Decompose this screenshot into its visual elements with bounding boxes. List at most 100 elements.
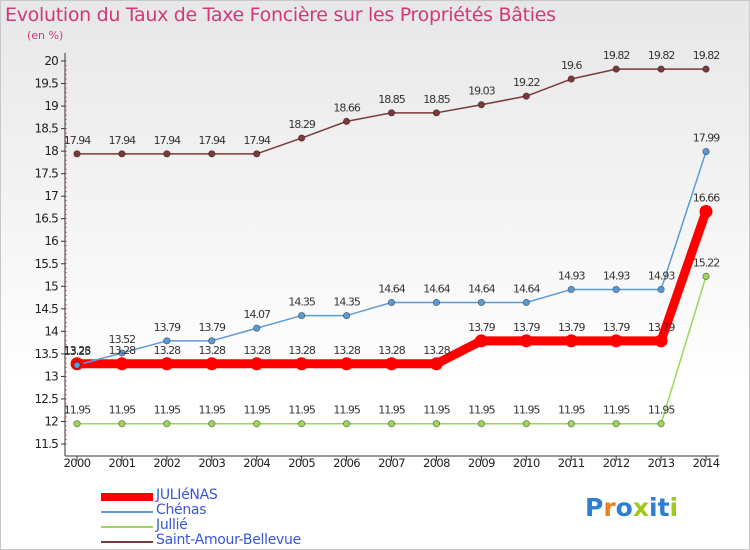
y-tick-label: 14.5	[34, 302, 58, 316]
data-point-chenas	[432, 298, 441, 307]
y-tick-label: 18.5	[34, 122, 58, 136]
data-point-chenas	[612, 285, 620, 294]
data-label-saint-amour-bellevue: 19.82	[648, 49, 675, 62]
data-point-jullie	[522, 420, 530, 428]
data-point-julienas	[205, 357, 219, 371]
data-point-julienas	[609, 334, 623, 348]
data-label-chenas: 14.93	[558, 269, 585, 282]
data-point-saint-amour-bellevue	[657, 65, 665, 73]
data-label-chenas: 14.64	[423, 283, 450, 296]
x-tick-label: 2012	[603, 456, 630, 470]
data-label-saint-amour-bellevue: 18.85	[378, 93, 405, 106]
logo-letter: i	[649, 493, 658, 522]
data-point-saint-amour-bellevue	[567, 75, 575, 83]
data-point-jullie	[612, 420, 620, 428]
x-tick-label: 2010	[513, 456, 540, 470]
data-label-chenas: 14.93	[648, 269, 675, 282]
data-label-jullie: 11.95	[468, 404, 495, 417]
data-label-julienas: 13.28	[288, 344, 315, 357]
x-tick-label: 2002	[153, 456, 180, 470]
data-label-jullie: 11.95	[154, 404, 181, 417]
data-point-saint-amour-bellevue	[702, 65, 710, 73]
data-point-chenas	[208, 337, 216, 345]
logo-letter: i	[669, 493, 679, 522]
y-tick-label: 20	[44, 54, 58, 68]
data-point-saint-amour-bellevue	[298, 134, 306, 142]
data-label-saint-amour-bellevue: 18.66	[333, 101, 360, 114]
data-point-jullie	[477, 420, 485, 428]
data-point-julienas	[295, 357, 309, 371]
data-label-jullie: 11.95	[603, 404, 630, 417]
data-point-jullie	[387, 420, 396, 428]
data-label-julienas: 16.66	[693, 191, 720, 204]
legend-label-saint-amour-bellevue: Saint-Amour-Bellevue	[156, 532, 301, 548]
y-tick-label: 13	[44, 369, 58, 383]
data-point-julienas	[115, 357, 129, 371]
data-point-jullie	[657, 420, 665, 428]
data-point-saint-amour-bellevue	[253, 150, 261, 158]
data-label-saint-amour-bellevue: 19.6	[561, 59, 582, 72]
data-label-chenas: 14.93	[603, 269, 630, 282]
data-label-chenas: 14.64	[378, 283, 405, 296]
data-label-jullie: 11.95	[109, 404, 136, 417]
data-point-saint-amour-bellevue	[432, 109, 441, 117]
data-label-julienas: 13.79	[648, 321, 675, 334]
data-label-saint-amour-bellevue: 18.85	[423, 93, 450, 106]
data-point-jullie	[702, 272, 710, 280]
x-tick-label: 2011	[558, 456, 585, 470]
data-point-saint-amour-bellevue	[612, 65, 620, 73]
data-point-saint-amour-bellevue	[73, 150, 81, 158]
data-label-chenas: 13.79	[154, 321, 181, 334]
data-point-jullie	[432, 420, 441, 428]
data-label-jullie: 11.95	[648, 404, 675, 417]
data-point-jullie	[73, 420, 81, 428]
data-point-saint-amour-bellevue	[118, 150, 126, 158]
data-label-julienas: 13.28	[64, 344, 91, 357]
x-tick-label: 2003	[198, 456, 225, 470]
legend-label-jullie: Jullié	[156, 517, 188, 533]
data-label-chenas: 14.64	[513, 283, 540, 296]
data-point-jullie	[567, 420, 575, 428]
data-label-saint-amour-bellevue: 17.94	[154, 134, 181, 147]
data-point-jullie	[298, 420, 306, 428]
legend-swatch-jullie	[101, 526, 153, 528]
data-label-jullie: 11.95	[423, 404, 450, 417]
legend-swatch-saint-amour-bellevue	[101, 541, 153, 543]
data-label-julienas: 13.28	[199, 344, 226, 357]
data-label-chenas: 14.64	[468, 283, 495, 296]
data-label-chenas: 14.35	[333, 296, 360, 309]
data-point-saint-amour-bellevue	[208, 150, 216, 158]
data-point-saint-amour-bellevue	[163, 150, 171, 158]
data-label-chenas: 13.79	[199, 321, 226, 334]
logo-letter: t	[657, 493, 670, 522]
x-tick-label: 2007	[378, 456, 405, 470]
data-point-chenas	[298, 311, 306, 320]
y-tick-label: 13.5	[34, 347, 58, 361]
data-label-julienas: 13.28	[109, 344, 136, 357]
x-tick-label: 2000	[64, 456, 91, 470]
proxiti-logo: Proxiti	[585, 493, 678, 522]
data-label-jullie: 15.22	[693, 256, 720, 269]
logo-letter: r	[603, 493, 616, 522]
data-point-saint-amour-bellevue	[522, 92, 530, 100]
data-point-chenas	[118, 349, 126, 357]
data-label-julienas: 13.79	[603, 321, 630, 334]
y-tick-label: 14	[44, 324, 58, 338]
logo-letter: o	[615, 493, 633, 522]
data-label-chenas: 13.52	[109, 333, 136, 346]
data-label-chenas: 14.07	[243, 308, 270, 321]
y-tick-label: 11.5	[34, 437, 58, 451]
data-point-chenas	[73, 361, 81, 369]
x-tick-label: 2006	[333, 456, 360, 470]
data-label-julienas: 13.79	[468, 321, 495, 334]
data-point-julienas	[160, 357, 174, 371]
data-label-jullie: 11.95	[64, 404, 91, 417]
data-label-chenas: 14.35	[288, 296, 315, 309]
data-point-julienas	[340, 357, 354, 371]
data-label-julienas: 13.28	[378, 344, 405, 357]
data-point-saint-amour-bellevue	[387, 109, 396, 117]
y-tick-label: 16.5	[34, 212, 58, 226]
data-label-julienas: 13.79	[513, 321, 540, 334]
data-point-julienas	[250, 357, 264, 371]
